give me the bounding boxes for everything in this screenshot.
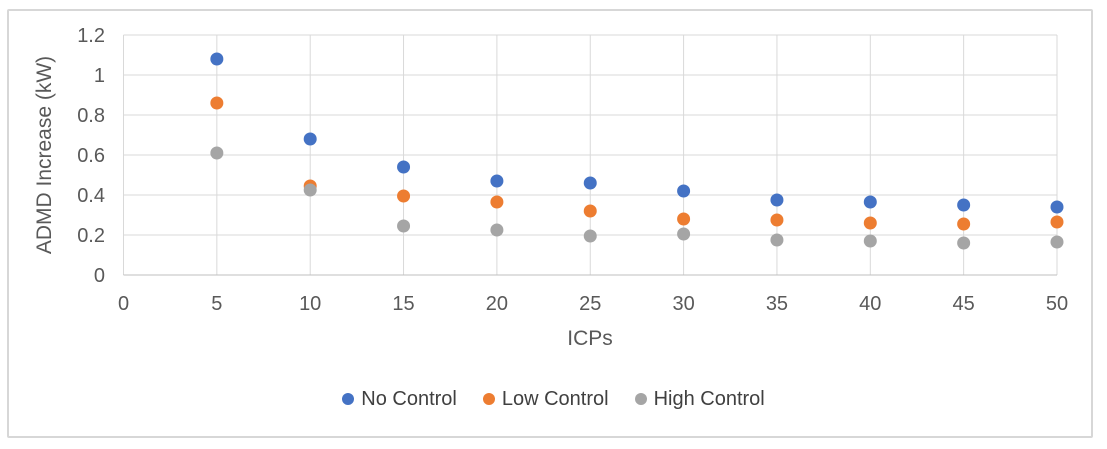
point-no-control-x30 [677,184,691,198]
point-high-control-x30 [677,227,691,241]
y-tick-label-0.2: 0.2 [77,225,105,247]
legend-item-low-control: Low Control [482,387,609,411]
point-no-control-x25 [583,176,597,190]
legend: No Control Low Control High Control [0,387,1107,411]
legend-dot-high-control [634,393,647,405]
point-high-control-x15 [397,219,411,233]
point-no-control-x15 [397,160,411,174]
legend-label-no-control: No Control [361,387,457,410]
point-low-control-x45 [957,217,971,231]
point-high-control-x45 [957,236,971,250]
point-low-control-x15 [397,189,411,203]
y-tick-label-1: 1 [94,65,105,87]
point-low-control-x5 [210,96,224,110]
point-no-control-x5 [210,52,224,66]
y-tick-label-0: 0 [94,265,105,287]
point-high-control-x10 [303,183,317,197]
point-no-control-x20 [490,174,504,188]
point-high-control-x5 [210,146,224,160]
legend-label-low-control: Low Control [501,387,609,410]
x-tick-label-25: 25 [579,293,601,315]
legend-item-no-control: No Control [342,388,457,411]
legend-dot-low-control [482,393,495,405]
point-high-control-x35 [770,233,784,247]
x-axis-title: ICPs [567,327,613,350]
point-low-control-x20 [490,195,504,209]
x-tick-label-20: 20 [486,293,508,315]
point-no-control-x50 [1050,200,1064,214]
y-tick-label-0.6: 0.6 [77,145,105,167]
tick-labels: 0 0.2 0.4 0.6 0.8 1 1.2 0 5 10 15 20 25 30 35 40 45 50 [77,25,1068,315]
point-low-control-x35 [770,213,784,227]
gridlines [123,34,1058,275]
x-tick-label-35: 35 [766,293,788,315]
y-axis-title: ADMD Increase (kW) [33,56,56,254]
x-tick-label-40: 40 [859,293,881,315]
x-tick-label-45: 45 [953,293,975,315]
x-tick-label-5: 5 [211,293,222,315]
chart-border [7,9,1093,438]
x-tick-label-0: 0 [118,293,129,315]
point-low-control-x25 [583,204,597,218]
point-high-control-x50 [1050,235,1064,249]
point-high-control-x25 [583,229,597,243]
legend-item-high-control: High Control [634,387,765,411]
legend-dot-no-control [342,393,355,405]
x-tick-label-30: 30 [672,293,694,315]
point-no-control-x35 [770,193,784,207]
data-points [210,52,1064,250]
point-no-control-x10 [303,132,317,146]
x-tick-label-15: 15 [392,293,414,315]
point-low-control-x40 [863,216,877,230]
x-tick-label-50: 50 [1046,293,1068,315]
point-high-control-x40 [863,234,877,248]
point-high-control-x20 [490,223,504,237]
y-tick-label-0.8: 0.8 [77,105,105,127]
y-tick-label-1.2: 1.2 [77,25,105,47]
point-no-control-x45 [957,198,971,212]
y-tick-label-0.4: 0.4 [77,185,105,207]
point-low-control-x30 [677,212,691,226]
x-tick-label-10: 10 [299,293,321,315]
legend-label-high-control: High Control [653,387,765,410]
point-no-control-x40 [863,195,877,209]
point-low-control-x50 [1050,215,1064,229]
